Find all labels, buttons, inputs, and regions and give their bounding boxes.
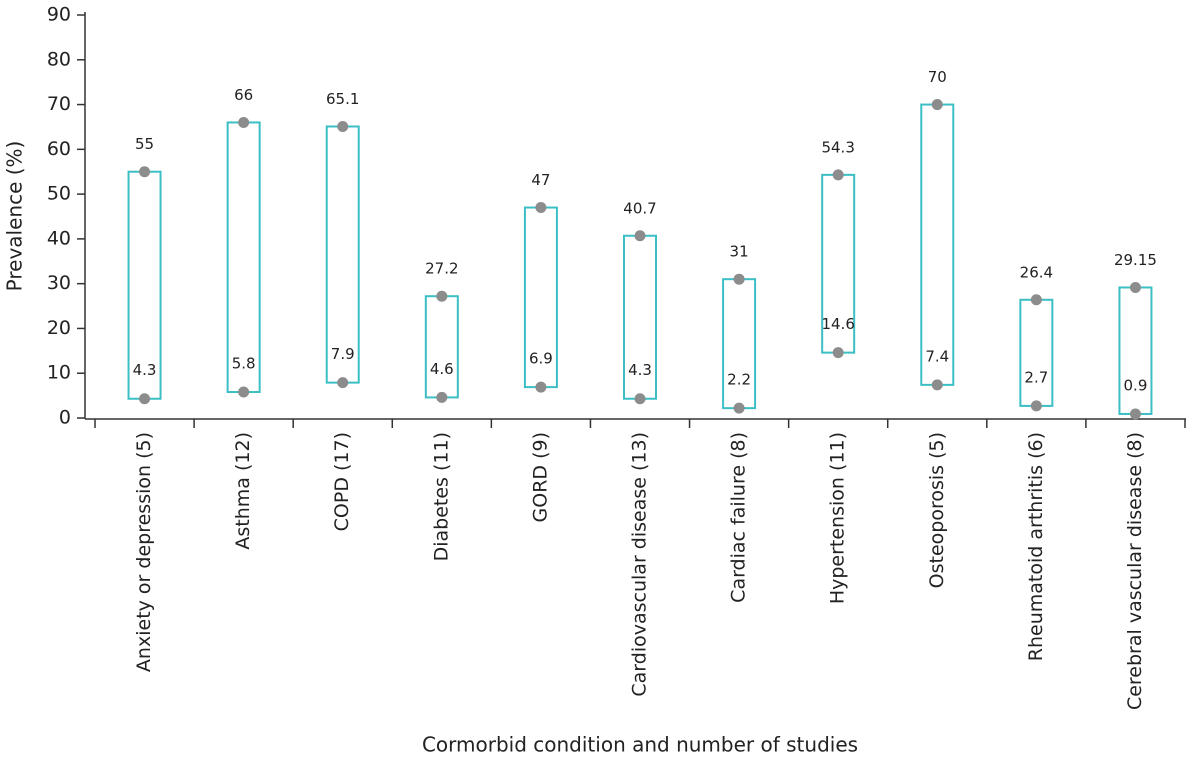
high-label: 27.2: [425, 260, 458, 278]
low-dot: [931, 379, 943, 391]
high-dot: [535, 202, 547, 214]
high-label: 55: [135, 135, 154, 153]
range-bar: [226, 121, 261, 394]
low-label: 2.2: [727, 371, 751, 389]
y-tick-label: 60: [47, 138, 71, 160]
low-dot: [337, 377, 349, 389]
x-tick-label: Diabetes (11): [430, 432, 452, 561]
low-dot: [238, 386, 250, 398]
high-label: 65.1: [326, 90, 359, 108]
y-tick-label: 70: [47, 93, 71, 115]
y-tick-label: 80: [47, 48, 71, 70]
low-label: 6.9: [529, 350, 553, 368]
x-tick-label: Cardiac failure (8): [728, 432, 750, 603]
high-dot: [139, 166, 151, 178]
high-label: 70: [928, 68, 947, 86]
x-tick-label: Rheumatoid arthritis (6): [1025, 432, 1047, 661]
low-label: 4.6: [430, 360, 454, 378]
low-label: 2.7: [1024, 368, 1048, 386]
y-tick-label: 50: [47, 183, 71, 205]
high-label: 40.7: [623, 199, 656, 217]
high-dot: [238, 116, 250, 128]
range-bar: [1118, 286, 1153, 415]
y-tick-label: 20: [47, 317, 71, 339]
high-label: 31: [730, 243, 749, 261]
low-dot: [832, 347, 844, 359]
high-dot: [1030, 294, 1042, 306]
x-tick-label: Hypertension (11): [827, 432, 849, 604]
low-label: 4.3: [628, 361, 652, 379]
y-tick-label: 10: [47, 362, 71, 384]
low-label: 7.4: [925, 347, 949, 365]
high-label: 26.4: [1020, 263, 1053, 281]
y-axis-title: Prevalence (%): [3, 141, 27, 292]
high-dot: [733, 273, 745, 285]
y-tick-label: 90: [47, 4, 71, 26]
x-axis-title: Cormorbid condition and number of studie…: [422, 733, 858, 757]
low-dot: [436, 391, 448, 403]
range-bar: [1019, 298, 1054, 407]
x-tick-label: Cerebral vascular disease (8): [1124, 432, 1146, 710]
x-tick-label: Anxiety or depression (5): [133, 432, 155, 672]
high-label: 66: [234, 86, 253, 104]
high-dot: [1129, 281, 1141, 293]
low-label: 14.6: [821, 315, 854, 333]
x-tick-label: GORD (9): [529, 432, 551, 522]
high-dot: [337, 120, 349, 132]
x-tick-label: COPD (17): [331, 432, 353, 531]
low-dot: [1129, 408, 1141, 420]
range-bar: [424, 295, 459, 399]
low-dot: [139, 393, 151, 405]
high-dot: [436, 290, 448, 302]
low-dot: [634, 393, 646, 405]
low-dot: [535, 381, 547, 393]
low-dot: [1030, 400, 1042, 412]
high-label: 47: [531, 171, 550, 189]
high-dot: [931, 99, 943, 111]
low-label: 4.3: [133, 361, 157, 379]
y-tick-label: 30: [47, 272, 71, 294]
high-dot: [634, 230, 646, 242]
high-label: 29.15: [1114, 251, 1157, 269]
high-dot: [832, 169, 844, 181]
low-dot: [733, 402, 745, 414]
x-tick-label: Osteoporosis (5): [926, 432, 948, 588]
low-label: 5.8: [232, 355, 256, 373]
range-bar: [722, 278, 757, 410]
low-label: 0.9: [1124, 376, 1148, 394]
low-label: 7.9: [331, 345, 355, 363]
y-tick-label: 40: [47, 227, 71, 249]
range-bar: [920, 103, 955, 386]
x-tick-label: Asthma (12): [232, 432, 254, 550]
high-label: 54.3: [821, 138, 854, 156]
x-tick-label: Cardiovascular disease (13): [629, 432, 651, 697]
y-tick-label: 0: [59, 407, 71, 429]
